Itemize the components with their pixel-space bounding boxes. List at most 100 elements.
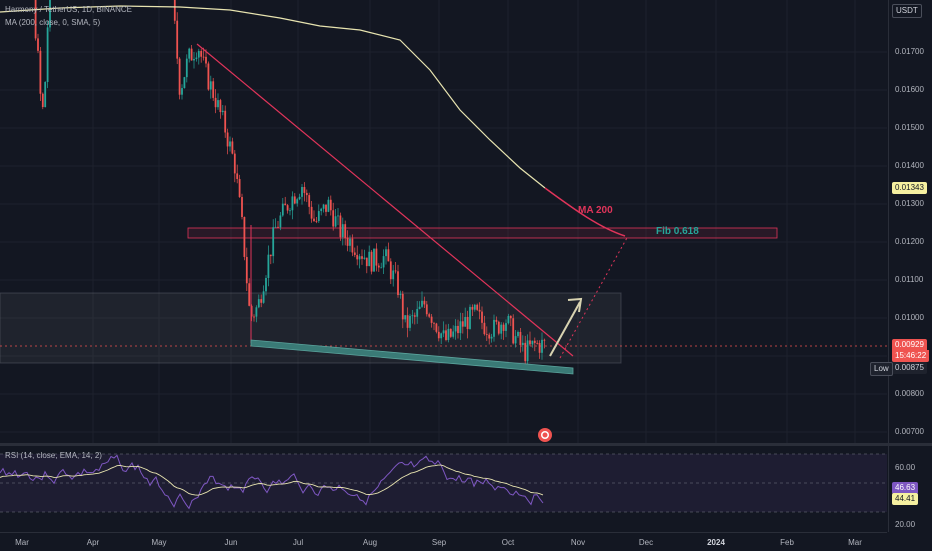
ma-value-badge: 0.01343	[892, 182, 927, 194]
candle-body	[536, 342, 539, 344]
candle-body	[471, 306, 474, 310]
candle-body	[214, 97, 217, 108]
price-tick: 0.01600	[895, 85, 924, 94]
candle-body	[351, 238, 354, 253]
candle-body	[517, 331, 519, 337]
candle-body	[229, 141, 231, 147]
pane-separator[interactable]	[0, 443, 932, 446]
ma200-projection[interactable]	[544, 187, 626, 237]
time-label: Oct	[501, 538, 515, 547]
time-label-year: 2024	[707, 538, 725, 547]
candle-body	[281, 203, 284, 216]
candle-body	[488, 334, 491, 339]
candle-body	[305, 192, 308, 196]
candle-body	[190, 48, 193, 61]
candle-body	[339, 215, 342, 238]
candle-body	[394, 270, 397, 272]
candle-body	[389, 261, 392, 280]
currency-label[interactable]: USDT	[892, 4, 922, 18]
candle-body	[541, 339, 543, 353]
candle-body	[437, 331, 440, 339]
price-axis[interactable]: USDT 0.01700 0.01600 0.01500 0.01400 0.0…	[888, 0, 932, 443]
candle-body	[248, 283, 251, 306]
time-label: Aug	[362, 538, 378, 547]
candle-body	[265, 277, 267, 292]
candle-body	[428, 314, 431, 317]
candle-body	[267, 254, 270, 278]
candle-body	[253, 316, 255, 318]
candle-body	[505, 323, 507, 331]
rsi-line[interactable]	[0, 454, 544, 510]
candle-body	[413, 315, 416, 317]
price-chart[interactable]: Harmony / TetherUS, 1D, BINANCE MA (200,…	[0, 0, 887, 443]
time-label: Mar	[15, 538, 29, 547]
ma200-annotation[interactable]: MA 200	[578, 205, 613, 216]
earnings-icon[interactable]	[538, 428, 552, 442]
candle-body	[291, 196, 294, 211]
symbol-legend[interactable]: Harmony / TetherUS, 1D, BINANCE	[5, 5, 133, 14]
candle-body	[493, 319, 495, 337]
candle-body	[445, 330, 447, 341]
fib-annotation[interactable]: Fib 0.618	[656, 226, 699, 237]
candle-body	[404, 315, 407, 320]
candle-body	[531, 340, 534, 345]
candle-body	[411, 315, 414, 317]
price-tick: 0.00800	[895, 389, 924, 398]
candle-body	[346, 237, 349, 246]
candle-body	[514, 336, 517, 344]
ma-legend[interactable]: MA (200, close, 0, SMA, 5)	[5, 18, 101, 27]
chart-canvas[interactable]	[0, 0, 887, 443]
time-label: Apr	[86, 538, 100, 547]
candle-body	[320, 208, 323, 212]
candle-body	[373, 248, 375, 272]
candle-body	[382, 256, 385, 268]
descending-trendline[interactable]	[196, 43, 574, 357]
support-channel[interactable]	[250, 339, 574, 375]
candle-body	[430, 316, 433, 323]
candle-body	[375, 248, 378, 266]
rsi-legend[interactable]: RSI (14, close, EMA, 14, 2)	[5, 451, 102, 460]
rsi-value-badge: 46.63	[892, 482, 919, 494]
candle-body	[202, 56, 205, 58]
candle-body	[250, 305, 253, 317]
candle-body	[277, 226, 279, 228]
candle-body	[301, 186, 303, 197]
candle-body	[423, 300, 426, 305]
candle-body	[459, 321, 462, 334]
candle-body	[274, 226, 277, 228]
candle-body	[298, 196, 301, 200]
candle-body	[392, 270, 395, 280]
time-label: Mar	[848, 538, 862, 547]
last-price-badge: 0.00929	[892, 339, 927, 351]
candle-body	[399, 293, 402, 296]
candle-body	[365, 257, 368, 267]
candle-body	[478, 309, 481, 312]
candle-body	[322, 204, 325, 209]
candle-body	[284, 203, 287, 206]
candle-body	[183, 77, 186, 89]
candle-body	[255, 307, 258, 317]
candle-body	[185, 58, 188, 78]
candle-body	[385, 249, 387, 257]
candle-body	[37, 38, 39, 51]
time-label: Jun	[224, 538, 238, 547]
candle-body	[207, 63, 210, 90]
breakout-arrow[interactable]	[549, 301, 581, 357]
rsi-pane[interactable]: RSI (14, close, EMA, 14, 2)	[0, 446, 887, 532]
candle-body	[41, 93, 44, 108]
ma200-line[interactable]	[0, 5, 546, 189]
fib-zone[interactable]	[187, 227, 778, 239]
candle-body	[485, 334, 488, 335]
rsi-ma-line[interactable]	[0, 464, 544, 496]
projection-dotted[interactable]	[559, 235, 629, 359]
candle-body	[310, 206, 313, 219]
rsi-canvas[interactable]	[0, 446, 887, 532]
time-axis[interactable]: Mar Apr May Jun Jul Aug Sep Oct Nov Dec …	[0, 532, 887, 551]
candle-body	[481, 311, 483, 323]
price-tick: 0.01500	[895, 123, 924, 132]
candle-body	[406, 315, 409, 328]
rsi-axis[interactable]: 60.00 20.00 46.63 44.41	[888, 446, 932, 532]
candle-body	[461, 321, 464, 327]
candle-body	[313, 218, 315, 221]
candle-body	[497, 321, 500, 334]
